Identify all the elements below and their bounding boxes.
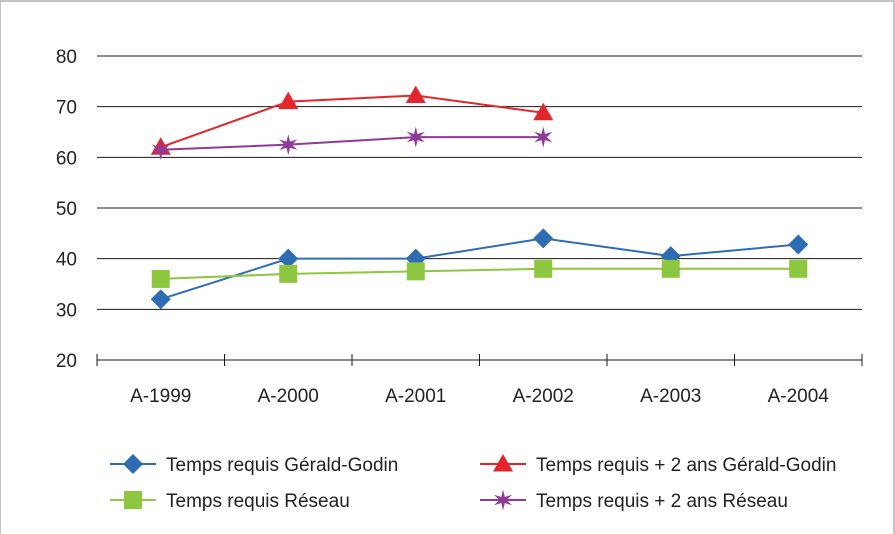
square-marker [661,259,680,278]
legend-item: Temps requis Gérald-Godin [110,454,398,476]
series-line [160,267,799,280]
square-marker [406,262,425,281]
triangle-marker [533,102,554,121]
series-line [160,94,544,149]
legend-item: Temps requis + 2 ans Gérald-Godin [480,454,836,476]
series-3 [151,126,553,161]
square-marker [789,259,808,278]
x-tick-label: A-2000 [258,386,319,407]
diamond-marker [150,289,171,310]
triangle-marker [405,85,426,104]
square-marker [151,269,170,288]
legend: Temps requis Gérald-Godin Temps requis + … [110,454,836,512]
legend-label: Temps requis Réseau [166,491,350,512]
x-axis-tick-labels: A-1999 A-2000 A-2001 A-2002 A-2003 A-2004 [130,386,829,407]
star-marker [534,126,553,148]
diamond-marker [788,234,809,255]
legend-label: Temps requis + 2 ans Réseau [536,491,788,512]
triangle-marker [278,91,299,110]
y-tick-label: 70 [56,98,77,119]
x-axis [96,354,863,366]
legend-label: Temps requis + 2 ans Gérald-Godin [536,455,836,476]
square-marker [534,259,553,278]
diamond-marker [533,228,554,249]
y-tick-label: 60 [56,148,77,169]
diamond-marker [123,454,143,474]
x-tick-label: A-1999 [130,386,191,407]
legend-label: Temps requis Gérald-Godin [166,455,398,476]
diamond-marker [278,248,299,269]
square-marker [124,491,142,509]
star-marker [493,489,513,511]
y-tick-label: 40 [56,250,77,271]
series-line [160,136,544,151]
y-tick-label: 50 [56,199,77,220]
x-tick-label: A-2004 [768,386,830,407]
x-tick-label: A-2001 [385,386,446,407]
series-1 [150,85,554,155]
triangle-marker [493,454,513,472]
star-marker [406,126,425,148]
star-marker [151,139,170,161]
x-tick-label: A-2003 [640,386,701,407]
series-lines [150,85,809,310]
y-axis-tick-labels: 20 30 40 50 60 70 80 [56,47,77,372]
y-tick-label: 20 [56,351,77,372]
y-tick-label: 80 [56,47,77,68]
gridlines [97,55,862,310]
x-tick-label: A-2002 [513,386,574,407]
series-line [160,237,799,301]
square-marker [279,264,298,283]
legend-item: Temps requis + 2 ans Réseau [480,489,788,512]
series-2 [151,259,808,288]
y-tick-label: 30 [56,300,77,321]
star-marker [279,134,298,156]
legend-item: Temps requis Réseau [110,491,350,512]
